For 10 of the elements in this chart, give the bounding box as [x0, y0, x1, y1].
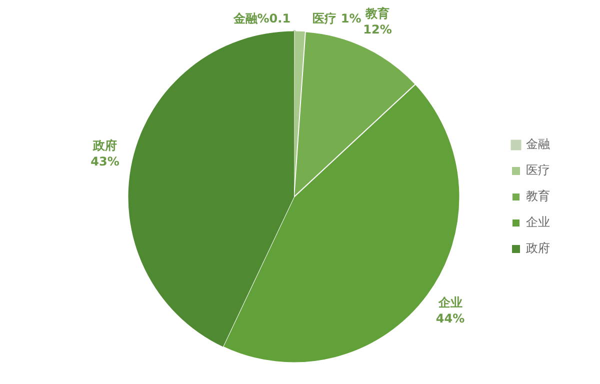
legend-label: 政府 [526, 241, 550, 256]
data-label: 医疗 1% [312, 12, 362, 26]
data-label: 金融%0.1 [232, 11, 291, 26]
data-label: 企业 44% [436, 296, 465, 326]
legend-label: 企业 [526, 215, 550, 230]
legend-label: 医疗 [526, 163, 550, 178]
legend-label: 教育 [526, 189, 550, 204]
data-label: 政府 43% [90, 138, 120, 169]
data-label: 教育 12% [363, 6, 392, 36]
legend-label: 金融 [526, 137, 550, 152]
